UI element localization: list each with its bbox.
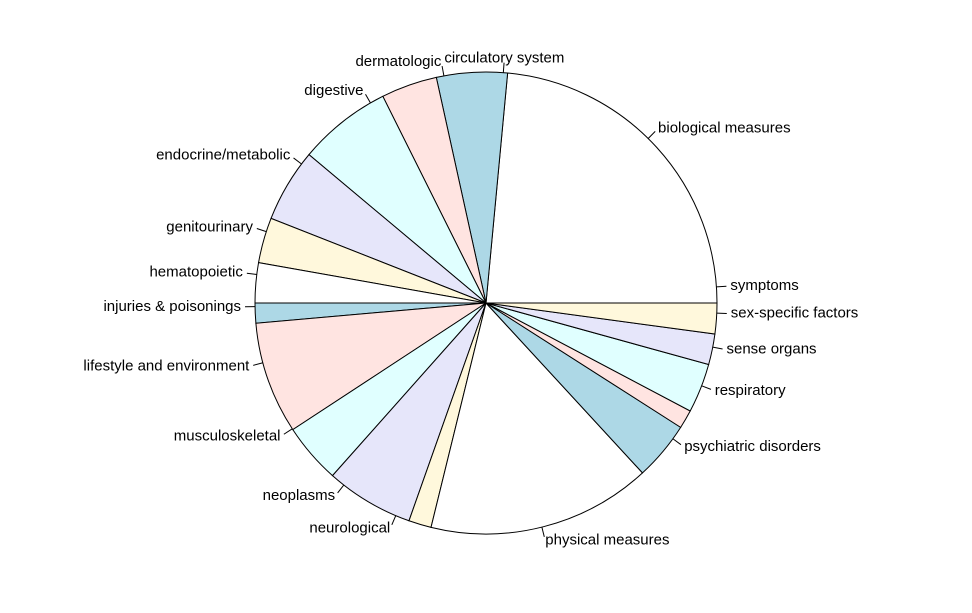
leader-line-sense-organs (712, 346, 723, 350)
leader-line-musculoskeletal (283, 428, 293, 435)
leader-line-symptoms (716, 285, 727, 288)
slice-label-digestive: digestive (304, 82, 363, 99)
leader-line-lifestyle-and-environment (253, 362, 263, 366)
slice-label-endocrine-metabolic: endocrine/metabolic (156, 147, 291, 164)
slice-label-respiratory: respiratory (715, 382, 786, 399)
pie-slice-symptoms (485, 302, 718, 335)
leader-line-dermatologic (441, 65, 445, 76)
leader-line-psychiatric-disorders (672, 438, 682, 446)
slice-label-genitourinary: genitourinary (166, 218, 253, 235)
slice-label-injuries-and-poisonings: injuries & poisonings (103, 298, 241, 315)
slice-label-circulatory-system: circulatory system (444, 50, 564, 67)
leader-line-digestive (365, 94, 371, 104)
leader-line-endocrine-metabolic (293, 157, 302, 165)
slice-label-neurological: neurological (309, 519, 390, 536)
leader-line-hematopoietic (246, 272, 257, 275)
leader-line-physical-measures (541, 527, 545, 537)
leader-line-neurological (391, 515, 397, 526)
slice-label-sex-specific-factors: sex-specific factors (731, 305, 859, 322)
pie-slice-physical-measures (430, 301, 644, 535)
leader-line-neoplasms (337, 484, 345, 494)
slice-label-sense-organs: sense organs (727, 341, 817, 358)
slice-label-hematopoietic: hematopoietic (149, 264, 243, 281)
leader-line-genitourinary (256, 228, 267, 233)
leader-line-biological-measures (647, 131, 656, 139)
pie-slice-lifestyle-and-environment (255, 302, 487, 431)
slice-label-biological-measures: biological measures (658, 120, 791, 137)
slice-label-lifestyle-and-environment: lifestyle and environment (83, 357, 250, 374)
pie-slice-biological-measures (485, 72, 718, 304)
slice-label-neoplasms: neoplasms (263, 487, 336, 504)
slice-label-dermatologic: dermatologic (355, 53, 441, 70)
leader-line-respiratory (701, 385, 712, 390)
slice-label-musculoskeletal: musculoskeletal (174, 427, 281, 444)
leader-line-circulatory-system (502, 62, 505, 73)
slice-label-psychiatric-disorders: psychiatric disorders (684, 438, 821, 455)
slice-label-symptoms: symptoms (730, 277, 798, 294)
slice-label-physical-measures: physical measures (545, 532, 669, 549)
